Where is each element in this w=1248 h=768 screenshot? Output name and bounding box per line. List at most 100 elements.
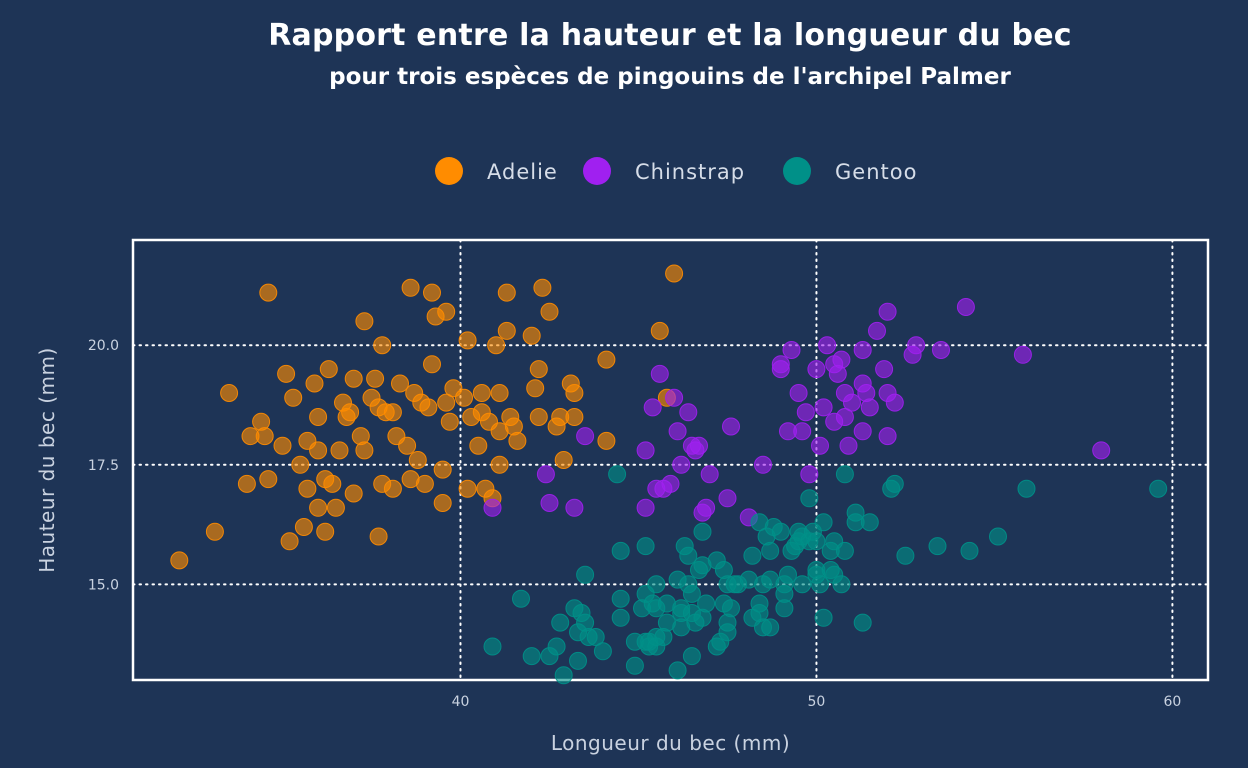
- data-point: [398, 436, 417, 455]
- x-axis-label: Longueur du bec (mm): [551, 731, 790, 755]
- data-point: [853, 341, 872, 359]
- data-point: [373, 336, 392, 355]
- data-point: [611, 589, 630, 608]
- data-point: [344, 484, 363, 503]
- legend-label-chinstrap: Chinstrap: [635, 160, 745, 184]
- data-point: [800, 489, 819, 508]
- data-point: [668, 661, 687, 680]
- data-point: [294, 518, 313, 536]
- data-point: [490, 455, 509, 474]
- data-point: [277, 364, 296, 383]
- data-point: [868, 321, 886, 340]
- data-point: [551, 613, 570, 632]
- data-point: [554, 451, 573, 469]
- data-point: [907, 336, 926, 355]
- data-points: [170, 264, 1168, 685]
- data-point: [309, 408, 328, 426]
- data-point: [875, 360, 894, 379]
- data-point: [807, 532, 826, 551]
- data-point: [814, 398, 833, 417]
- data-point: [843, 393, 861, 412]
- x-tick-label: 60: [1163, 694, 1181, 710]
- data-point: [355, 312, 374, 331]
- data-point: [682, 647, 701, 666]
- data-point: [472, 384, 491, 402]
- legend-label-gentoo: Gentoo: [835, 160, 917, 184]
- data-point: [291, 455, 310, 474]
- data-point: [771, 522, 790, 541]
- data-point: [529, 360, 548, 379]
- data-point: [690, 436, 708, 455]
- data-point: [718, 489, 737, 508]
- data-point: [569, 651, 587, 670]
- data-point: [839, 436, 858, 455]
- data-point: [743, 546, 762, 565]
- data-point: [796, 403, 815, 422]
- data-point: [423, 283, 441, 302]
- data-point: [298, 479, 317, 498]
- chart-subtitle: pour trois espèces de pingouins de l'arc…: [329, 64, 1011, 90]
- legend: Adelie Chinstrap Gentoo: [435, 157, 917, 185]
- data-point: [355, 441, 374, 460]
- data-point: [811, 575, 829, 594]
- data-point: [330, 441, 349, 460]
- data-point: [960, 541, 979, 560]
- data-point: [522, 647, 541, 666]
- series-chinstrap: [483, 298, 1111, 527]
- data-point: [433, 494, 452, 512]
- data-point: [344, 369, 363, 388]
- grid-lines: [132, 239, 1209, 681]
- data-point: [1013, 345, 1032, 364]
- data-point: [650, 321, 669, 340]
- series-gentoo: [483, 465, 1168, 685]
- data-point: [682, 584, 701, 603]
- data-point: [807, 360, 826, 379]
- data-point: [779, 565, 797, 584]
- data-point: [636, 537, 655, 556]
- data-point: [576, 427, 595, 446]
- x-tick-label: 50: [808, 694, 826, 710]
- data-point: [259, 283, 278, 302]
- data-point: [665, 388, 684, 407]
- data-point: [483, 637, 502, 656]
- data-point: [832, 350, 851, 369]
- data-point: [818, 336, 837, 355]
- data-point: [722, 599, 740, 618]
- data-point: [697, 498, 716, 517]
- data-point: [316, 522, 335, 541]
- data-point: [391, 374, 409, 393]
- data-point: [636, 498, 655, 517]
- data-point: [761, 618, 780, 637]
- plot-frame: [131, 238, 1210, 682]
- data-point: [853, 422, 872, 441]
- data-point: [835, 541, 854, 560]
- data-point: [597, 431, 616, 450]
- data-point: [800, 465, 819, 484]
- data-point: [811, 436, 829, 455]
- data-point: [693, 522, 712, 541]
- data-point: [536, 465, 555, 484]
- data-point: [625, 656, 644, 675]
- data-point: [437, 393, 456, 412]
- data-point: [273, 436, 292, 455]
- data-point: [565, 498, 584, 517]
- data-point: [383, 403, 402, 422]
- data-point: [419, 398, 438, 417]
- data-point: [1149, 479, 1168, 498]
- data-point: [771, 355, 790, 374]
- data-point: [533, 278, 552, 297]
- data-point: [576, 565, 595, 584]
- data-point: [885, 474, 904, 493]
- chart-title: Rapport entre la hauteur et la longueur …: [268, 18, 1072, 53]
- data-point: [508, 431, 527, 450]
- data-point: [408, 451, 427, 469]
- data-point: [782, 341, 801, 359]
- data-point: [853, 613, 872, 632]
- data-point: [326, 498, 345, 517]
- data-point: [665, 264, 684, 283]
- data-point: [647, 575, 666, 594]
- data-point: [319, 360, 338, 379]
- data-point: [341, 403, 360, 422]
- legend-swatch-gentoo: [783, 157, 811, 185]
